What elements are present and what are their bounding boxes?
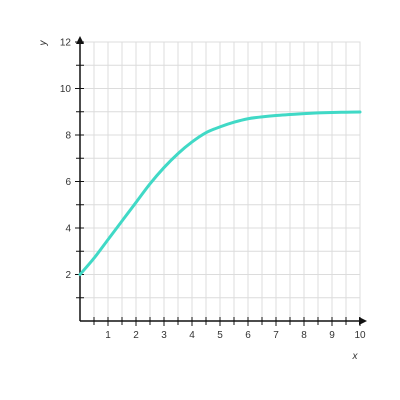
y-axis-ticks: 2 4 6 8 10 12	[60, 38, 84, 299]
x-tick-label: 4	[189, 330, 195, 341]
series-line	[78, 110, 362, 276]
x-tick-label: 8	[301, 330, 307, 341]
series-group	[78, 110, 362, 276]
axes	[76, 36, 367, 325]
x-tick-label: 6	[245, 330, 251, 341]
x-tick-label: 3	[161, 330, 167, 341]
x-tick-label: 1	[105, 330, 111, 341]
x-axis-label: x	[352, 351, 359, 362]
x-axis-arrow	[359, 317, 367, 325]
x-tick-label: 7	[273, 330, 279, 341]
y-tick-label: 4	[65, 224, 71, 235]
y-tick-label: 6	[65, 177, 71, 188]
x-axis-ticks: 1 2 3 4 5 6 7 8 9 10	[93, 317, 366, 341]
y-tick-label: 10	[60, 84, 72, 95]
x-tick-label: 2	[133, 330, 139, 341]
x-tick-label: 9	[329, 330, 335, 341]
y-tick-label: 2	[65, 270, 71, 281]
y-tick-label: 12	[60, 38, 72, 49]
x-tick-label: 5	[217, 330, 223, 341]
y-axis-label: y	[38, 40, 49, 47]
y-axis-arrow	[76, 36, 84, 44]
grid	[79, 41, 361, 322]
y-tick-label: 8	[65, 131, 71, 142]
x-tick-label: 10	[354, 330, 366, 341]
